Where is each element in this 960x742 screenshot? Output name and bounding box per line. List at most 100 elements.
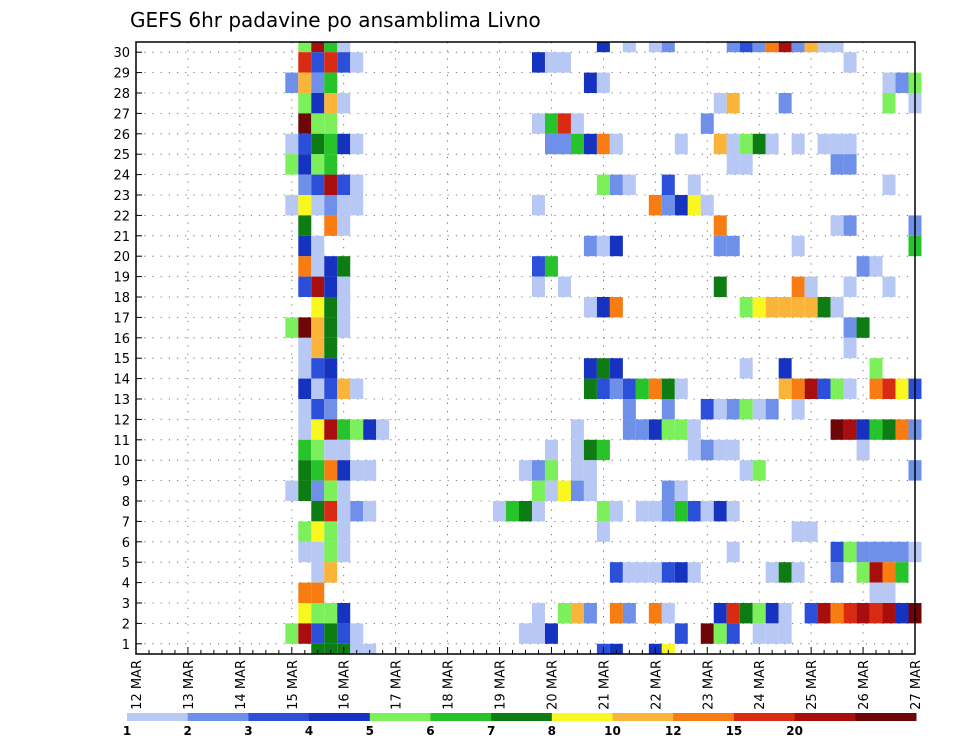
heatmap-cell (298, 480, 312, 501)
heatmap-cell (882, 603, 896, 624)
heatmap-cell (531, 276, 545, 297)
heatmap-cell (622, 419, 636, 440)
heatmap-cell (337, 52, 351, 73)
heatmap-cell (311, 643, 325, 654)
heatmap-cell (350, 174, 364, 195)
heatmap-cell (856, 439, 870, 461)
y-tick-label: 8 (122, 495, 130, 510)
legend-swatch (794, 713, 856, 721)
heatmap-cell (570, 133, 584, 155)
heatmap-cell (791, 276, 805, 297)
heatmap-cell (778, 42, 792, 53)
heatmap-cell (791, 235, 805, 257)
heatmap-cell (311, 501, 325, 522)
heatmap-cell (700, 439, 714, 461)
heatmap-cell (337, 195, 351, 216)
legend-label: 3 (244, 724, 252, 738)
x-tick-label: 12 MAR (130, 660, 145, 710)
heatmap-cell (324, 643, 338, 654)
heatmap-cell (311, 72, 325, 93)
heatmap-cell (648, 562, 662, 583)
heatmap-cell (570, 603, 584, 624)
legend-label: 20 (786, 724, 803, 738)
y-tick-label: 22 (113, 209, 130, 224)
heatmap-cell (350, 52, 364, 73)
heatmap-cell (713, 603, 727, 624)
heatmap-cell (324, 419, 338, 440)
legend-swatch (491, 713, 553, 721)
heatmap-cell (895, 603, 909, 624)
heatmap-cell (843, 276, 857, 297)
heatmap-cell (661, 174, 675, 195)
heatmap-cell (739, 133, 753, 155)
heatmap-cell (350, 460, 364, 481)
heatmap-cell (843, 133, 857, 155)
heatmap-cell (298, 133, 312, 155)
heatmap-cell (298, 358, 312, 379)
heatmap-cell (622, 378, 636, 399)
heatmap-cell (311, 133, 325, 155)
heatmap-cell (713, 235, 727, 257)
heatmap-cell (700, 623, 714, 644)
heatmap-cell (544, 256, 558, 277)
heatmap-cell (324, 399, 338, 420)
heatmap-cell (285, 623, 299, 644)
heatmap-cell (674, 501, 688, 522)
heatmap-cell (298, 337, 312, 359)
heatmap-cell (311, 276, 325, 297)
heatmap-cell (635, 562, 649, 583)
heatmap-cell (298, 154, 312, 175)
heatmap-cell (337, 439, 351, 461)
heatmap-cell (778, 378, 792, 399)
heatmap-cell (661, 378, 675, 399)
heatmap-cell (596, 174, 610, 195)
heatmap-cell (583, 133, 597, 155)
x-tick-label: 16 MAR (338, 660, 353, 710)
heatmap-cell (778, 93, 792, 114)
y-tick-label: 28 (113, 87, 130, 102)
heatmap-cell (843, 337, 857, 359)
heatmap-cell (324, 174, 338, 195)
heatmap-cell (350, 419, 364, 440)
heatmap-cell (311, 399, 325, 420)
heatmap-cell (324, 52, 338, 73)
x-tick-label: 13 MAR (182, 660, 197, 710)
heatmap-cell (298, 72, 312, 93)
heatmap-cell (350, 195, 364, 216)
legend-label: 12 (665, 724, 682, 738)
heatmap-cell (752, 603, 766, 624)
heatmap-cell (337, 276, 351, 297)
heatmap-cell (830, 154, 844, 175)
heatmap-cell (324, 256, 338, 277)
heatmap-cell (298, 113, 312, 134)
heatmap-cell (856, 419, 870, 440)
heatmap-cell (583, 378, 597, 399)
heatmap-cell (557, 276, 571, 297)
heatmap-cell (596, 133, 610, 155)
heatmap-cell (337, 419, 351, 440)
heatmap-cell (765, 399, 779, 420)
heatmap-cell (609, 297, 623, 318)
heatmap-cell (298, 215, 312, 236)
heatmap-cell (882, 541, 896, 563)
y-tick-label: 6 (122, 536, 130, 551)
heatmap-cell (739, 460, 753, 481)
y-tick-label: 7 (122, 515, 130, 530)
heatmap-cell (609, 501, 623, 522)
heatmap-cell (609, 133, 623, 155)
heatmap-cell (739, 358, 753, 379)
heatmap-cell (661, 42, 675, 53)
heatmap-cell (804, 521, 818, 542)
y-tick-label: 19 (113, 271, 130, 286)
heatmap-cell (324, 317, 338, 338)
heatmap-cell (661, 480, 675, 501)
heatmap-cell (674, 133, 688, 155)
heatmap-cell (882, 378, 896, 399)
heatmap-cell (817, 378, 831, 399)
heatmap-cell (778, 358, 792, 379)
y-tick-label: 26 (113, 128, 130, 143)
heatmap-cell (324, 521, 338, 542)
heatmap-cell (752, 133, 766, 155)
heatmap-cell (324, 133, 338, 155)
legend-swatch (309, 713, 371, 721)
